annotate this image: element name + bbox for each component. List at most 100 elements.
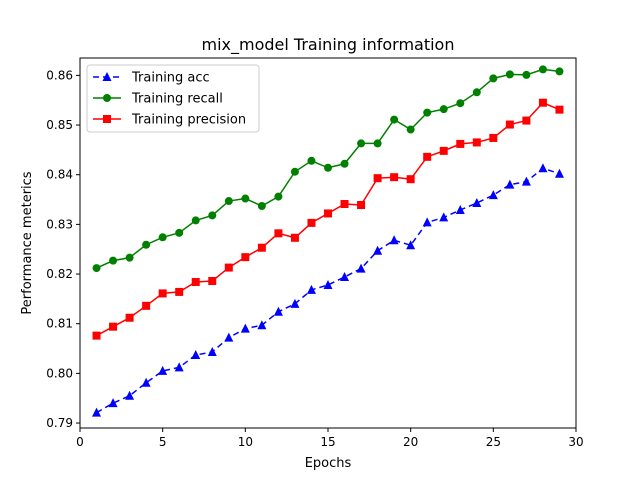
data-point-training-precision [538,98,547,107]
data-point-training-acc [257,320,267,330]
data-point-training-recall [274,192,283,201]
data-point-training-acc [224,332,234,342]
data-point-training-precision [357,201,366,210]
x-tick-label: 0 [76,435,84,449]
data-point-training-acc [472,198,482,208]
y-tick-label: 0.86 [46,68,73,82]
data-point-training-recall [373,139,382,148]
data-point-training-acc [488,190,498,200]
y-tick-label: 0.85 [46,118,73,132]
data-point-training-acc [521,176,531,186]
data-point-training-recall [423,108,432,117]
data-point-training-recall [472,88,481,97]
data-point-training-precision [208,276,217,285]
data-point-training-recall [224,197,233,206]
data-point-training-recall [92,264,101,273]
series-line-training-acc [96,167,560,414]
data-point-training-acc [207,347,217,357]
data-point-training-acc [191,349,201,359]
x-tick-label: 20 [403,435,418,449]
data-point-training-precision [373,174,382,183]
data-point-training-acc [373,245,383,255]
x-tick-label: 25 [486,435,501,449]
legend-label-training-acc: Training acc [131,71,210,86]
legend-marker-training-recall [103,94,111,102]
data-point-training-recall [241,194,250,203]
data-point-training-precision [472,138,481,147]
data-point-training-recall [340,159,349,168]
data-point-training-recall [456,99,465,108]
data-point-training-precision [290,233,299,242]
data-point-training-precision [505,120,514,129]
x-axis: 0 5 10 15 20 25 30 [76,428,584,449]
data-point-training-precision [406,175,415,184]
data-point-training-acc [356,263,366,273]
series-training-recall [92,65,564,273]
data-point-training-recall [390,115,399,124]
data-point-training-acc [158,365,168,375]
x-tick-label: 10 [238,435,253,449]
data-point-training-precision [224,263,233,272]
data-point-training-precision [257,243,266,252]
data-point-training-recall [142,240,151,249]
data-point-training-precision [125,313,134,322]
data-point-training-precision [274,229,283,238]
data-point-training-acc [108,398,118,408]
data-point-training-acc [273,306,283,316]
data-point-training-recall [208,211,217,220]
y-tick-label: 0.81 [46,317,73,331]
data-point-training-acc [422,217,432,227]
data-point-training-precision [439,146,448,155]
data-point-training-recall [406,125,415,134]
data-point-training-recall [125,253,134,262]
data-point-training-precision [307,218,316,227]
data-point-training-precision [324,209,332,218]
x-tick-label: 30 [568,435,583,449]
data-point-training-acc [174,362,184,372]
legend-label-training-recall: Training recall [131,92,223,107]
data-point-training-recall [522,70,531,79]
data-point-training-acc [306,284,316,294]
data-point-training-precision [175,287,184,296]
y-tick-label: 0.79 [46,416,73,430]
data-point-training-acc [439,212,449,222]
data-point-training-acc [92,407,102,417]
x-axis-label: Epochs [305,456,352,471]
data-point-training-recall [191,216,200,225]
series-layer [92,65,564,417]
chart-title: mix_model Training information [202,35,455,55]
data-point-training-precision [158,289,167,298]
data-point-training-precision [109,322,118,331]
data-point-training-precision [340,200,349,209]
data-point-training-recall [489,74,498,83]
legend-box [86,64,260,133]
y-tick-label: 0.82 [46,267,73,281]
y-axis-label: Performance meterics [20,171,35,314]
data-point-training-recall [505,70,514,79]
y-tick-label: 0.80 [46,366,73,380]
data-point-training-acc [323,279,333,289]
data-point-training-recall [357,139,366,148]
data-point-training-acc [538,163,548,173]
data-point-training-recall [324,163,332,172]
data-point-training-acc [389,235,399,245]
data-point-training-recall [175,228,184,237]
x-tick-label: 15 [320,435,335,449]
legend-marker-training-precision [103,115,111,123]
data-point-training-recall [290,167,299,176]
data-point-training-acc [455,204,465,214]
x-tick-label: 5 [159,435,167,449]
data-point-training-acc [290,298,300,308]
legend-marker-training-acc [102,72,112,81]
data-point-training-recall [257,202,266,210]
data-point-training-precision [555,105,564,114]
series-training-precision [92,98,564,340]
y-tick-label: 0.84 [46,168,73,182]
data-point-training-precision [191,277,200,286]
data-point-training-recall [158,233,167,242]
data-point-training-acc [125,390,135,400]
data-point-training-precision [522,116,531,125]
data-point-training-acc [505,179,515,189]
data-point-training-precision [92,331,101,340]
data-point-training-recall [538,65,547,74]
